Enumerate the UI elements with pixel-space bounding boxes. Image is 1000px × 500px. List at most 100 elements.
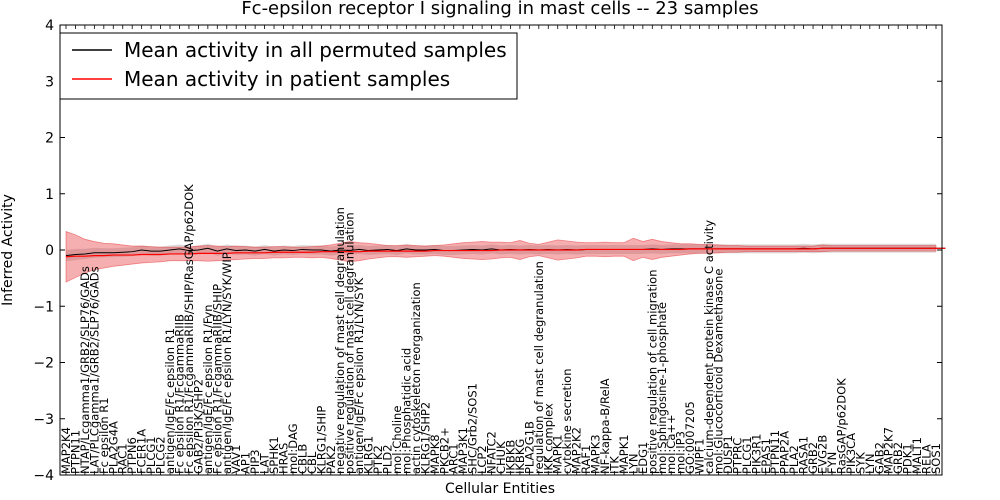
x-tick-label: mol:Glucocorticoid Dexamethasone — [712, 269, 726, 474]
series-lines — [65, 247, 946, 258]
x-tick-label: PTPN6 — [125, 437, 139, 474]
legend-label-patient: Mean activity in patient samples — [124, 67, 450, 91]
x-tick-label: PLA2G4A — [106, 421, 120, 474]
x-tick-label: PTPN11 — [68, 430, 82, 474]
x-tick-label: LAT/PLCgamma1/GRB2/SLP76/GADs — [87, 266, 101, 474]
x-tick-label: Fc epsilon R1/FcgammaRIIB/SHIP/RasGAP/p6… — [182, 184, 196, 474]
x-tick-label: WIPF1 — [693, 438, 707, 474]
x-tick-label: PPAP2A — [778, 431, 792, 474]
x-tick-label: EDG1 — [636, 442, 650, 474]
x-tick-label: PLA2 — [787, 445, 801, 474]
x-tick-label: IKBKG — [513, 439, 527, 474]
y-tick-label: 1 — [45, 187, 54, 203]
x-tick-label: GAB2/PI3K/SHP2 — [191, 379, 205, 474]
x-tick-label: VAV1 — [229, 445, 243, 474]
series-line-patient — [65, 247, 946, 258]
x-tick-label: SPHK1 — [267, 436, 281, 474]
chart-title: Fc-epsilon receptor I signaling in mast … — [241, 0, 758, 19]
legend-box — [59, 32, 518, 100]
x-tick-label: KLRG1/SHIP — [314, 406, 328, 474]
x-tick-label: EPAS1 — [759, 438, 773, 474]
x-tick-label: IKBKB — [503, 440, 517, 474]
x-tick-label: SOS1 — [929, 443, 943, 474]
x-tick-label: MAPK1 — [551, 434, 565, 474]
x-tick-label: MAPK1 — [617, 434, 631, 474]
x-tick-label: antigen/IgE/Fc epsilon R1/LYN/SYK — [352, 277, 366, 474]
x-tick-label: RasGAP/p62DOK — [834, 378, 848, 474]
x-tick-label: RAF1 — [579, 445, 593, 474]
x-tick-label: PKCB2+ — [437, 427, 451, 474]
x-tick-label: MAP3K1 — [456, 427, 470, 474]
x-tick-label: negative regulation of mast cell degranu… — [333, 207, 347, 474]
permuted-band — [66, 243, 936, 262]
x-tick-label: KLRG1 — [362, 436, 376, 474]
x-tick-label: MAPK3 — [589, 434, 603, 474]
x-tick-label: RAC1 — [116, 443, 130, 474]
y-tick-label: 0 — [45, 243, 54, 259]
x-tick-label: PIK3R1 — [749, 434, 763, 475]
x-tick-label: SYK — [853, 452, 867, 474]
y-tick-label: −2 — [33, 356, 54, 372]
x-tick-label: mol:IP3 — [674, 431, 688, 474]
x-tick-label: RASA1 — [797, 436, 811, 474]
x-tick-label: NF-kappa-B/RelA — [598, 378, 612, 474]
x-tick-label: FCER1A — [135, 429, 149, 474]
y-tick-label: 4 — [45, 18, 54, 34]
x-tick-label: RELA — [920, 444, 934, 474]
x-tick-label: PIK3CA — [844, 433, 858, 474]
x-tick-label: GAB2 — [872, 442, 886, 474]
x-tick-label: antigen/IgE/Fc epsilon R1 — [163, 328, 177, 474]
x-tick-label: GRB2 — [806, 442, 820, 474]
x-tick-label: PLCG1 — [144, 436, 158, 474]
x-tick-label: MAPK8 — [428, 434, 442, 474]
x-tick-label: PTK2 — [371, 445, 385, 474]
x-tick-label: SHC/Grb2/SOS1 — [466, 383, 480, 474]
x-tick-label: GRB2 — [891, 442, 905, 474]
x-tick-label: mol:Ca++ — [664, 414, 678, 474]
x-tick-label: PLA2G1B — [522, 421, 536, 474]
x-tick-label: CBL — [305, 451, 319, 474]
x-tick-label: PDK1 — [901, 443, 915, 474]
y-tick-label: −3 — [33, 412, 54, 428]
x-tick-label: mol:DAG — [286, 423, 300, 474]
x-tick-label: mol:Phosphatidic acid — [399, 348, 413, 474]
x-tick-labels: MAP2K4PTPN11NTAP/Lcgamma1/GRB2/SLP76/GAD… — [59, 184, 943, 474]
x-tick-label: MAP2K7 — [882, 427, 896, 474]
x-tick-label: antigen/IgE/Fc epsilon R1/Fyn — [201, 304, 215, 474]
x-tick-label: FYN — [825, 452, 839, 474]
x-tick-label: PLD2 — [381, 444, 395, 474]
x-tick-label: ARC1 — [447, 443, 461, 474]
x-tick-label: PTPN11 — [768, 430, 782, 474]
x-tick-label: positive regulation of cell migration — [645, 269, 659, 474]
x-tick-label: IKK complex — [541, 403, 555, 474]
legend: Mean activity in all permuted samples Me… — [59, 32, 518, 100]
y-tick-label: −1 — [33, 299, 54, 315]
x-tick-label: PLCG2 — [154, 436, 168, 474]
y-tick-label: 3 — [45, 74, 54, 90]
x-axis-label: Cellular Entities — [445, 481, 555, 497]
y-tick-label: 2 — [45, 131, 54, 147]
x-tick-label: PAK2 — [324, 445, 338, 474]
x-tick-label: HRAS — [277, 443, 291, 474]
x-tick-label: actin cytoskeleton reorganization — [409, 282, 423, 474]
x-tick-label: Fc epsilon R1 — [97, 397, 111, 474]
x-tick-label: LCP2 — [475, 445, 489, 474]
x-tick-label: PLCG1 — [740, 436, 754, 474]
x-tick-label: NFATC2 — [485, 431, 499, 474]
x-tick-label: cytokine secretion — [560, 368, 574, 474]
x-tick-label: MALT1 — [910, 437, 924, 474]
x-tick-label: Fc epsilon R1/FcgammaRIIB — [172, 314, 186, 474]
x-tick-label: PTPRC — [730, 438, 744, 474]
x-tick-label: DUSP1 — [721, 435, 735, 474]
patient-band — [65, 230, 937, 283]
x-tick-label: CBLB — [295, 444, 309, 474]
x-tick-label: LAT — [258, 452, 272, 474]
axis-ticks: −4 −3 −2 −1 0 1 2 3 4 — [33, 18, 942, 484]
x-tick-label: MAP2K2 — [570, 427, 584, 474]
x-tick-label: GO:0007205 — [683, 401, 697, 474]
x-tick-label: AP1 — [239, 452, 253, 474]
x-tick-label: PIP3 — [248, 449, 262, 474]
x-tick-label: MAP2K4 — [59, 427, 73, 474]
x-tick-label: KLRG1/SHP2 — [418, 402, 432, 474]
y-tick-label: −4 — [33, 468, 54, 484]
